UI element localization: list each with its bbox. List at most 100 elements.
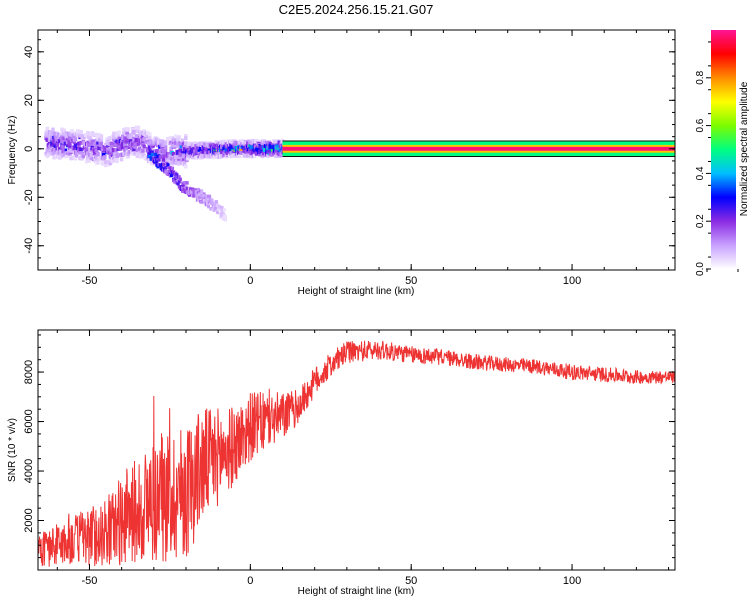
- spectrogram-cell: [141, 148, 145, 153]
- y-tick-label: 20: [23, 94, 35, 106]
- spectrogram-cell: [155, 159, 159, 164]
- spectrogram-cell: [167, 169, 171, 174]
- spectrogram-cell: [69, 156, 73, 161]
- spectrogram-cell: [178, 152, 182, 157]
- spectrogram-cell: [115, 159, 119, 164]
- y-tick-label: -20: [23, 189, 35, 205]
- colorbar-tick-label: 0.4: [695, 166, 706, 180]
- spectrogram-cell: [180, 149, 185, 154]
- spectrogram-cell: [47, 138, 52, 143]
- spectrogram-cell: [243, 140, 248, 145]
- spectrogram-cell: [204, 147, 208, 152]
- spectrogram-cell: [126, 152, 131, 157]
- spectrogram-cell: [96, 140, 100, 145]
- spectrogram-cell: [84, 146, 89, 151]
- colorbar-tick-label: 0.8: [695, 70, 706, 84]
- spectrogram-cell: [177, 154, 181, 159]
- spectrogram-cell: [172, 143, 177, 148]
- spectrogram-cell: [51, 131, 55, 136]
- spectrogram-cell: [227, 154, 232, 159]
- x-tick-label: -50: [82, 275, 98, 287]
- spectrogram-cell: [271, 150, 276, 155]
- x-tick-label: 50: [405, 275, 417, 287]
- spectrogram-cell: [158, 144, 162, 149]
- spectrogram-cell: [189, 146, 194, 151]
- spectrogram-cell: [64, 133, 69, 138]
- spectrogram-cell: [198, 195, 202, 200]
- spectrogram-cell: [171, 166, 175, 171]
- spectrogram-cell: [68, 145, 72, 150]
- spectrogram-frame: [37, 29, 676, 271]
- x-tick-label: 50: [405, 575, 417, 587]
- spectrogram-cell: [92, 142, 97, 147]
- spectrogram-cell: [157, 138, 161, 143]
- spectrogram-cell: [145, 146, 150, 151]
- spectrogram-cell: [173, 140, 178, 145]
- spectrogram-cell: [185, 181, 189, 185]
- spectrogram-cell: [188, 151, 193, 156]
- spectrogram-cell: [150, 161, 154, 166]
- spectrogram-cell: [159, 151, 163, 156]
- spectrogram-cell: [68, 135, 72, 140]
- spectrogram-cell: [173, 134, 178, 139]
- spectrogram-cell: [216, 210, 220, 215]
- spectrogram-cell: [122, 151, 126, 156]
- spectrogram-cell: [124, 147, 128, 152]
- y-tick-label: -40: [23, 238, 35, 254]
- spectrogram-cell: [182, 150, 187, 155]
- spectrogram-cell: [70, 129, 74, 134]
- spectrogram-cell: [52, 155, 56, 160]
- spectrogram-cell: [156, 164, 160, 169]
- spectrogram-cell: [175, 173, 179, 177]
- spectrogram-cell: [99, 137, 104, 142]
- spectrogram-cell: [55, 142, 60, 147]
- spectrogram-cell: [223, 217, 227, 221]
- spectrogram-cell: [45, 138, 50, 143]
- spectrogram-cell: [117, 136, 122, 141]
- spectrogram-cell: [176, 182, 180, 186]
- spectrogram-cell: [273, 139, 277, 144]
- spectrogram-cell: [65, 153, 70, 158]
- spectrogram-cell: [238, 154, 242, 159]
- spectrogram-cell: [104, 160, 108, 165]
- spectrogram-cell: [136, 152, 141, 157]
- spectrogram-cell: [60, 135, 64, 140]
- spectrogram-cell: [134, 134, 139, 139]
- spectrogram-cell: [196, 190, 200, 194]
- spectrogram-cell: [177, 179, 181, 184]
- spectrogram-cell: [108, 136, 113, 141]
- spectrogram-cell: [198, 142, 203, 147]
- spectrogram-cell: [223, 215, 227, 219]
- spectrogram-cell: [132, 147, 136, 152]
- snr-frame: [37, 329, 676, 571]
- spectrogram-cell: [92, 151, 97, 156]
- spectrogram-cell: [96, 137, 100, 142]
- spectrogram-cell: [139, 152, 143, 157]
- spectrogram-cell: [185, 186, 189, 191]
- spectrogram-cell: [44, 130, 48, 135]
- spectrogram-cell: [45, 148, 50, 153]
- spectrogram-cell: [217, 151, 222, 156]
- spectrogram-cell: [270, 141, 275, 146]
- spectrogram-cell: [68, 141, 72, 146]
- spectrogram-cell: [191, 146, 196, 151]
- spectrogram-cell: [233, 153, 238, 158]
- spectrogram-cell: [133, 143, 137, 148]
- y-tick-label: 0: [23, 146, 35, 152]
- spectrogram-cell: [149, 157, 153, 161]
- spectrogram-ylabel: Frequency (Hz): [7, 116, 18, 185]
- spectrogram-cell: [72, 146, 77, 151]
- spectrogram-cell: [148, 132, 152, 137]
- spectrogram-cell: [98, 156, 102, 161]
- spectrogram-cell: [115, 131, 119, 136]
- spectrogram-cell: [150, 152, 154, 157]
- spectrogram-cell: [162, 162, 166, 167]
- spectrogram-cell: [164, 169, 168, 173]
- spectrogram-cell: [148, 148, 152, 153]
- spectrogram-cell: [130, 145, 134, 150]
- spectrogram-cell: [175, 161, 179, 166]
- spectrogram-cell: [55, 150, 60, 155]
- spectrogram-cell: [266, 153, 270, 158]
- spectrogram-band-core: [282, 146, 675, 151]
- x-tick-label: -50: [82, 575, 98, 587]
